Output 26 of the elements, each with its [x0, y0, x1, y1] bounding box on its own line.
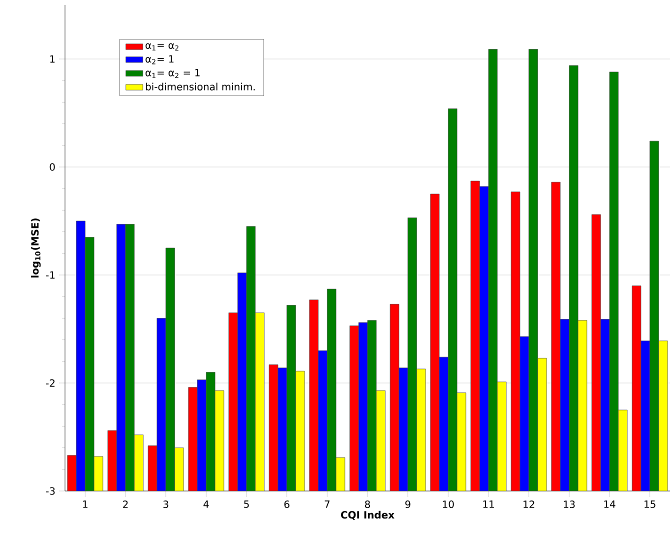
y-tick-label: -1: [46, 271, 55, 279]
x-tick-label: 10: [442, 500, 454, 508]
x-tick-label: 4: [203, 500, 209, 508]
legend-label: α$_{2}$= 1: [146, 55, 174, 64]
x-tick-label: 2: [123, 500, 128, 508]
x-tick-label: 14: [604, 500, 616, 508]
y-tick-label: -3: [46, 487, 55, 495]
y-tick-label: 0: [50, 163, 55, 171]
x-tick-label: 15: [644, 500, 656, 508]
x-tick-label: 11: [483, 500, 494, 508]
y-tick-label: -2: [46, 379, 54, 387]
y-axis-title: log$_{10}$(MSE): [30, 218, 41, 278]
x-tick-label: 7: [324, 500, 330, 508]
x-tick-label: 5: [244, 500, 249, 508]
x-tick-label: 9: [405, 500, 410, 508]
x-tick-label: 8: [365, 500, 370, 508]
x-tick-label: 6: [284, 500, 290, 508]
legend-label: bi-dimensional minim.: [146, 82, 255, 90]
x-tick-label: 1: [83, 500, 88, 508]
y-tick-label: 1: [50, 55, 55, 63]
x-axis-title: CQI Index: [340, 510, 394, 520]
x-tick-label: 3: [163, 500, 168, 508]
x-tick-label: 13: [564, 500, 575, 508]
legend-label: α$_{1}$= α$_{2}$: [146, 43, 178, 51]
x-tick-label: 12: [524, 500, 534, 508]
legend-label: α$_{1}$= α$_{2}$ = 1: [146, 68, 200, 78]
